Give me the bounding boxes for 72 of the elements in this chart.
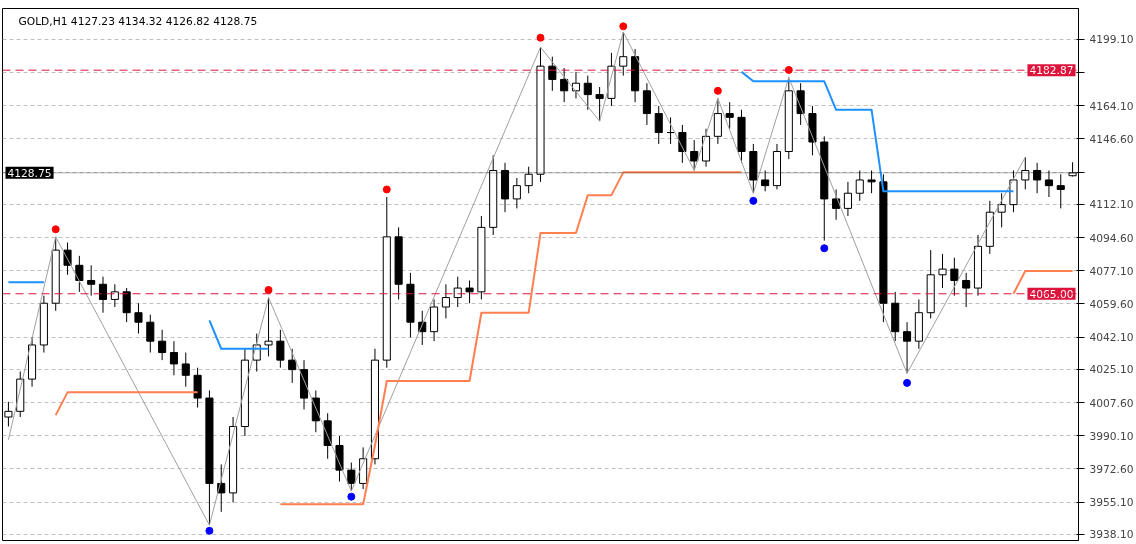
candlestick bbox=[855, 169, 864, 202]
candlestick bbox=[158, 329, 167, 361]
candlestick bbox=[548, 56, 557, 92]
candlestick bbox=[1044, 169, 1053, 198]
point bbox=[536, 33, 545, 42]
candlestick bbox=[122, 287, 131, 323]
candlestick bbox=[761, 169, 770, 192]
y-tick-label: 4007.60 bbox=[1089, 396, 1134, 410]
candlestick bbox=[110, 283, 119, 308]
y-tick-label: 4199.10 bbox=[1089, 33, 1134, 47]
point bbox=[205, 526, 214, 535]
candlestick bbox=[87, 264, 96, 297]
candlestick bbox=[867, 169, 876, 194]
y-tick-label: 4112.10 bbox=[1089, 198, 1134, 212]
candlestick bbox=[938, 253, 947, 289]
point bbox=[903, 378, 912, 387]
candlestick bbox=[997, 192, 1006, 228]
ref-line-label: 4182.87 bbox=[1029, 64, 1074, 78]
candlestick bbox=[725, 101, 734, 130]
point bbox=[382, 185, 391, 194]
candlestick bbox=[654, 105, 663, 145]
candlestick bbox=[75, 255, 84, 293]
candlestick bbox=[595, 86, 604, 122]
point bbox=[347, 492, 356, 501]
candlestick bbox=[193, 367, 202, 409]
point bbox=[264, 285, 273, 294]
point bbox=[749, 196, 758, 205]
candlestick bbox=[264, 297, 273, 357]
candlestick bbox=[146, 314, 155, 354]
point bbox=[713, 86, 722, 95]
candlestick bbox=[950, 257, 959, 297]
candlestick bbox=[1056, 173, 1065, 209]
point bbox=[820, 244, 829, 253]
candlestick bbox=[169, 340, 178, 376]
y-tick-label: 4042.10 bbox=[1089, 331, 1134, 345]
y-tick-label: 4059.60 bbox=[1089, 297, 1134, 311]
candlestick bbox=[1033, 162, 1042, 194]
y-tick-label: 4077.10 bbox=[1089, 264, 1134, 278]
candlestick bbox=[134, 302, 143, 335]
y-tick-label: 4025.10 bbox=[1089, 363, 1134, 377]
candlestick bbox=[512, 177, 521, 209]
candlestick bbox=[441, 283, 450, 319]
candlestick bbox=[288, 348, 297, 384]
y-tick-label: 3990.10 bbox=[1089, 429, 1134, 443]
candlestick bbox=[276, 329, 285, 369]
candlestick bbox=[583, 75, 592, 111]
y-tick-label: 4094.60 bbox=[1089, 231, 1134, 245]
candlestick bbox=[560, 67, 569, 103]
y-tick-label: 3955.10 bbox=[1089, 496, 1134, 510]
candlestick bbox=[347, 462, 356, 492]
line-series bbox=[279, 171, 743, 506]
y-tick-label: 4164.10 bbox=[1089, 99, 1134, 113]
y-tick-label: 3938.10 bbox=[1089, 528, 1134, 542]
candlestick bbox=[903, 321, 912, 374]
point bbox=[51, 225, 60, 234]
ref-line-label: 4065.00 bbox=[1029, 287, 1074, 301]
text: GOLD,H1 4127.23 4134.32 4126.82 4128.75 bbox=[18, 14, 258, 28]
candlestick bbox=[619, 31, 628, 77]
candlestick bbox=[832, 188, 841, 221]
candlestick bbox=[843, 181, 852, 217]
y-tick-label: 3972.60 bbox=[1089, 463, 1134, 476]
y-tick-label: 4146.60 bbox=[1089, 132, 1134, 146]
candlestick bbox=[962, 272, 971, 308]
candlestick bbox=[453, 276, 462, 308]
candlestick bbox=[1021, 156, 1030, 190]
candlestick bbox=[642, 82, 651, 126]
candlestick bbox=[98, 276, 108, 314]
candlestick bbox=[524, 166, 533, 194]
candlestick bbox=[465, 279, 474, 304]
ref-line-label: 4128.75 bbox=[7, 166, 52, 180]
point bbox=[619, 22, 628, 31]
candlestick bbox=[181, 352, 190, 388]
